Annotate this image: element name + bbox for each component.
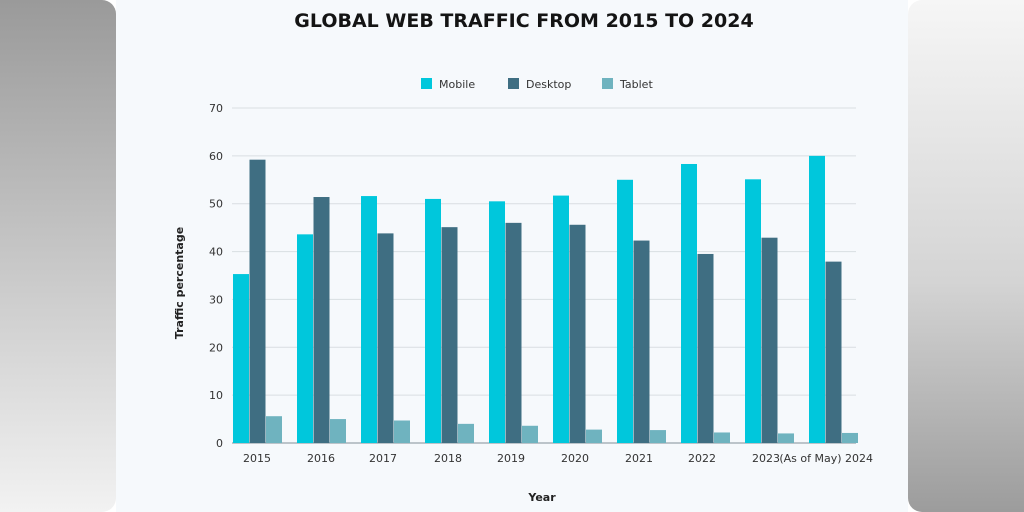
legend-label: Tablet [619, 78, 653, 91]
desktop-bar [505, 222, 522, 443]
bars [233, 155, 858, 444]
desktop-bar [825, 261, 842, 443]
mobile-bar [681, 163, 697, 443]
legend-swatch [421, 78, 432, 89]
x-axis-label: Year [527, 491, 556, 504]
tablet-bar [266, 416, 282, 443]
tablet-bar [522, 425, 538, 443]
right-background-panel [908, 0, 1024, 512]
series-desktop [249, 159, 842, 443]
series-tablet [266, 416, 858, 443]
left-background-panel [0, 0, 116, 512]
mobile-bar [617, 179, 633, 444]
tablet-bar [330, 419, 346, 443]
y-tick-label: 30 [209, 293, 223, 306]
tablet-bar [650, 430, 666, 443]
x-tick-label: 2018 [434, 452, 462, 465]
legend-item-tablet: Tablet [602, 78, 653, 91]
tablet-bar [714, 432, 730, 443]
desktop-bar [377, 233, 394, 443]
chart-title: GLOBAL WEB TRAFFIC FROM 2015 TO 2024 [294, 10, 753, 32]
mobile-bar [361, 196, 377, 443]
tablet-bar [586, 429, 602, 443]
desktop-bar [697, 253, 714, 443]
desktop-bar [569, 224, 586, 443]
desktop-bar [249, 159, 266, 443]
tablet-bar [778, 433, 794, 443]
y-tick-label: 60 [209, 150, 223, 163]
x-tick-label: (As of May) 2024 [779, 452, 873, 465]
legend-item-desktop: Desktop [508, 78, 571, 91]
y-tick-label: 10 [209, 389, 223, 402]
y-tick-label: 40 [209, 246, 223, 259]
x-tick-label: 2020 [561, 452, 589, 465]
legend-swatch [602, 78, 613, 89]
x-tick-label: 2016 [307, 452, 335, 465]
legend-item-mobile: Mobile [421, 78, 475, 91]
mobile-bar [745, 179, 761, 444]
series-mobile [233, 155, 825, 444]
mobile-bar [809, 155, 825, 443]
y-axis-ticks: 0 10 20 30 40 50 60 70 [209, 102, 223, 450]
desktop-bar [633, 240, 650, 443]
chart-card: GLOBAL WEB TRAFFIC FROM 2015 TO 2024 Mob… [116, 0, 908, 512]
desktop-bar [441, 227, 458, 443]
mobile-bar [489, 201, 505, 443]
x-tick-label: 2019 [497, 452, 525, 465]
y-tick-label: 70 [209, 102, 223, 115]
x-tick-label: 2015 [243, 452, 271, 465]
x-axis-ticks: 2015 2016 2017 2018 2019 2020 2021 2022 2023 (As … [243, 452, 873, 465]
x-tick-label: 2023 [752, 452, 780, 465]
bar-chart: GLOBAL WEB TRAFFIC FROM 2015 TO 2024 Mob… [173, 10, 873, 504]
x-tick-label: 2017 [369, 452, 397, 465]
x-tick-label: 2021 [625, 452, 653, 465]
mobile-bar [553, 195, 569, 443]
y-tick-label: 50 [209, 198, 223, 211]
y-tick-label: 0 [216, 437, 223, 450]
desktop-bar [761, 237, 778, 443]
mobile-bar [233, 274, 249, 443]
y-tick-label: 20 [209, 341, 223, 354]
desktop-bar [313, 197, 330, 443]
tablet-bar [842, 432, 858, 443]
mobile-bar [425, 198, 441, 443]
tablet-bar [458, 423, 474, 443]
chart-legend: Mobile Desktop Tablet [421, 78, 653, 91]
y-axis-label: Traffic percentage [173, 227, 186, 339]
legend-label: Mobile [439, 78, 475, 91]
x-tick-label: 2022 [688, 452, 716, 465]
legend-swatch [508, 78, 519, 89]
tablet-bar [394, 420, 410, 443]
mobile-bar [297, 234, 313, 443]
legend-label: Desktop [526, 78, 571, 91]
